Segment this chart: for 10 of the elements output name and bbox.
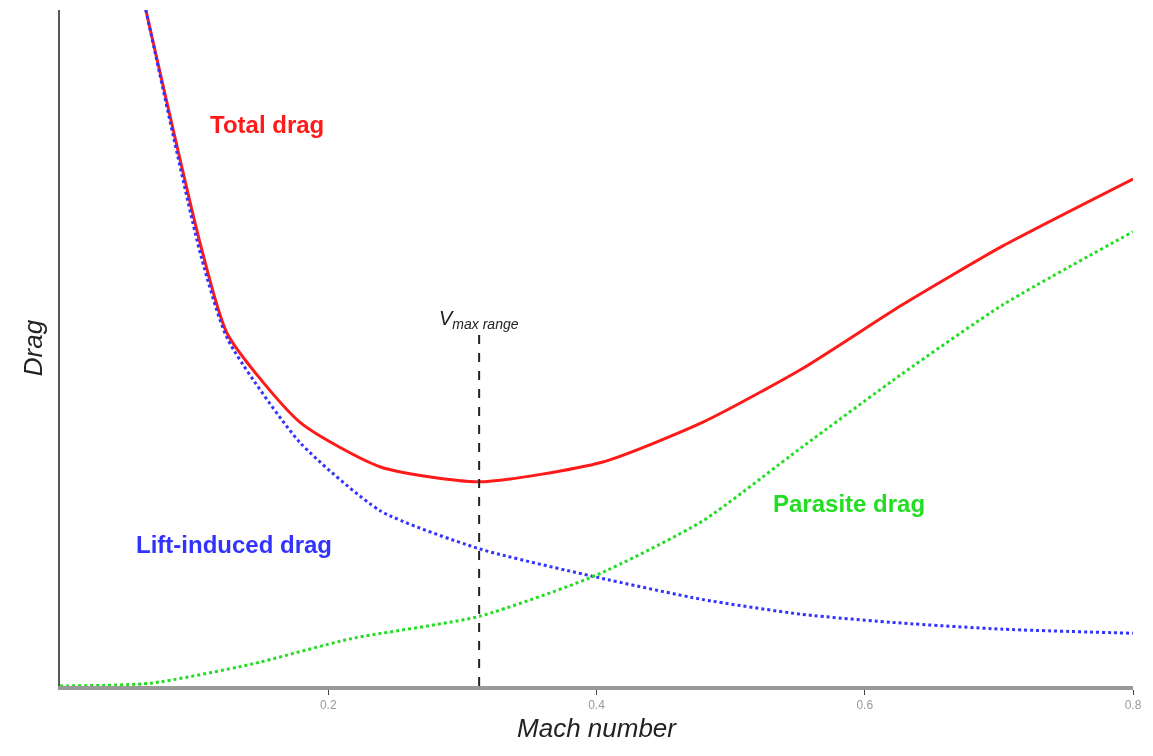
series-label: Total drag: [210, 111, 325, 138]
x-tick-label: 0.2: [319, 698, 337, 713]
x-tick-label: 0.6: [856, 698, 874, 713]
x-tick-label: 0.4: [588, 698, 606, 713]
x-axis-title: Mach number: [517, 712, 678, 743]
series-label: Parasite drag: [773, 490, 926, 517]
x-tick-label: 0.8: [1124, 698, 1142, 713]
ref-line-label: V$_{max range}$: [439, 307, 519, 333]
y-axis-title: Drag: [17, 319, 48, 377]
series-label: Lift-induced drag: [136, 531, 332, 558]
